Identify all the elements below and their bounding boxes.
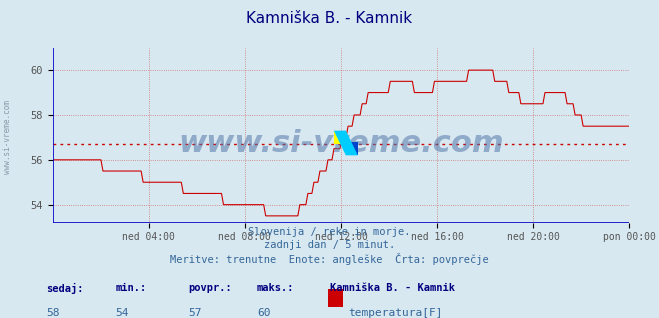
Text: 58: 58 bbox=[46, 308, 59, 318]
Text: min.:: min.: bbox=[115, 283, 146, 293]
Text: sedaj:: sedaj: bbox=[46, 283, 84, 294]
Text: Kamniška B. - Kamnik: Kamniška B. - Kamnik bbox=[246, 11, 413, 26]
Text: www.si-vreme.com: www.si-vreme.com bbox=[178, 129, 504, 158]
Text: www.si-vreme.com: www.si-vreme.com bbox=[3, 100, 13, 174]
Text: Kamniška B. - Kamnik: Kamniška B. - Kamnik bbox=[330, 283, 455, 293]
Text: zadnji dan / 5 minut.: zadnji dan / 5 minut. bbox=[264, 240, 395, 250]
Text: Slovenija / reke in morje.: Slovenija / reke in morje. bbox=[248, 227, 411, 237]
Bar bbox=[346, 142, 358, 155]
Text: maks.:: maks.: bbox=[257, 283, 295, 293]
Text: Meritve: trenutne  Enote: angleške  Črta: povprečje: Meritve: trenutne Enote: angleške Črta: … bbox=[170, 253, 489, 265]
Text: temperatura[F]: temperatura[F] bbox=[348, 308, 442, 318]
Text: 57: 57 bbox=[188, 308, 201, 318]
Text: 54: 54 bbox=[115, 308, 129, 318]
Text: 60: 60 bbox=[257, 308, 270, 318]
Bar bbox=[334, 131, 346, 144]
Text: povpr.:: povpr.: bbox=[188, 283, 231, 293]
Polygon shape bbox=[334, 131, 358, 155]
